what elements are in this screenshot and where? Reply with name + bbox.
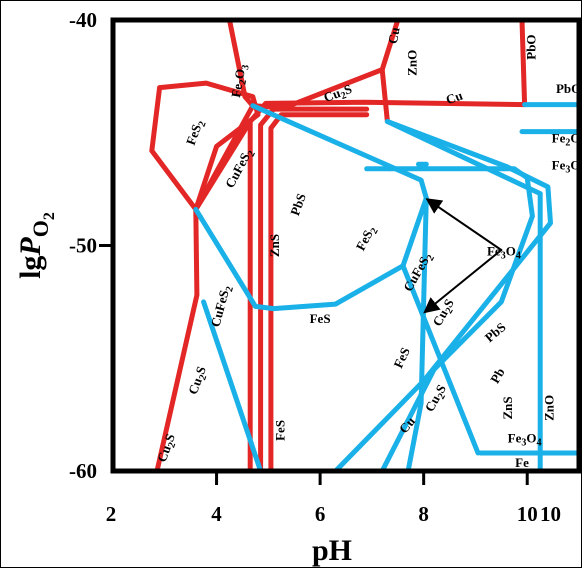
blue-boundary-line-6 xyxy=(333,164,553,474)
phase-label-cu2s: Cu2S xyxy=(322,81,355,108)
phase-label-fe2o3: Fe2O3 xyxy=(228,63,252,100)
phase-label-zns: ZnS xyxy=(500,396,515,419)
black-boundary-line-0 xyxy=(425,198,503,251)
phase-label-cu: Cu xyxy=(444,88,465,108)
phase-label-zns: ZnS xyxy=(267,234,282,257)
blue-boundaries xyxy=(193,102,582,474)
phase-label-fes2: FeS2 xyxy=(353,223,381,255)
phase-label-pbo: PbO xyxy=(556,81,581,96)
phase-label-pbs: PbS xyxy=(287,191,309,217)
phase-label-cu2s: Cu2S xyxy=(429,296,459,330)
phase-label-cufes2: CuFeS2 xyxy=(207,284,236,330)
phase-label-fes: FeS xyxy=(272,420,287,441)
phase-label-fes: FeS xyxy=(310,311,331,326)
phase-label-fes2: FeS2 xyxy=(183,118,209,149)
red-boundary-line-4 xyxy=(149,80,261,212)
blue-boundary-line-5 xyxy=(384,119,509,170)
phase-label-cu: Cu xyxy=(385,26,403,45)
axis-ticks: 2 4 6 8 10 10 -40 -50 -60 xyxy=(69,8,561,526)
red-boundary-line-3 xyxy=(154,119,253,474)
red-boundary-line-2 xyxy=(268,112,370,474)
phase-labels: Fe2O3CuZnOPbOPbOFeS2Cu2SCuCuFeS2PbSFe2O3… xyxy=(154,26,582,470)
red-boundary-line-6 xyxy=(227,17,256,109)
phase-label-pbs: PbS xyxy=(482,319,509,345)
red-boundary-line-1 xyxy=(258,106,370,474)
black-boundary-line-1 xyxy=(423,249,503,314)
phase-label-fe3o4: Fe3O4 xyxy=(508,430,542,448)
phase-label-fe3o4: Fe3O4 xyxy=(487,243,521,261)
phase-label-cu2s: Cu2S xyxy=(185,364,212,397)
x-tick-label: 4 xyxy=(211,502,222,526)
x-tick-label: 8 xyxy=(418,502,429,526)
blue-boundary-line-0 xyxy=(193,103,429,312)
phase-label-zno: ZnO xyxy=(404,50,419,76)
red-boundary-line-9 xyxy=(519,17,528,108)
x-tick-label: 10 xyxy=(517,502,538,526)
red-boundary-line-7 xyxy=(250,17,401,111)
red-boundaries xyxy=(149,17,528,474)
red-boundary-line-0 xyxy=(247,99,528,474)
phase-label-pbo: PbO xyxy=(523,34,538,59)
x-axis-title: pH xyxy=(312,534,352,567)
blue-boundary-line-1 xyxy=(201,299,264,474)
x-tick-label: 6 xyxy=(315,502,326,526)
red-boundary-line-5 xyxy=(193,103,256,212)
y-tick-label: -60 xyxy=(69,459,97,483)
phase-label-fe: Fe xyxy=(515,455,529,470)
phase-label-pb: Pb xyxy=(487,365,508,386)
y-axis-title: lgPO2 xyxy=(14,212,58,279)
phase-label-zno: ZnO xyxy=(541,395,556,421)
x-tick-label: 10 xyxy=(540,502,561,526)
y-tick-label: -40 xyxy=(69,8,97,32)
phase-label-fes: FeS xyxy=(390,345,412,370)
annotation-arrows xyxy=(423,198,503,314)
red-boundary-line-8 xyxy=(379,67,390,124)
blue-boundary-line-4 xyxy=(384,119,543,474)
y-tick-label: -50 xyxy=(69,234,97,258)
blue-boundary-line-3 xyxy=(405,195,429,474)
phase-label-cu2s: Cu2S xyxy=(154,432,181,465)
blue-boundary-line-9 xyxy=(379,166,535,474)
x-tick-label: 2 xyxy=(106,502,117,526)
